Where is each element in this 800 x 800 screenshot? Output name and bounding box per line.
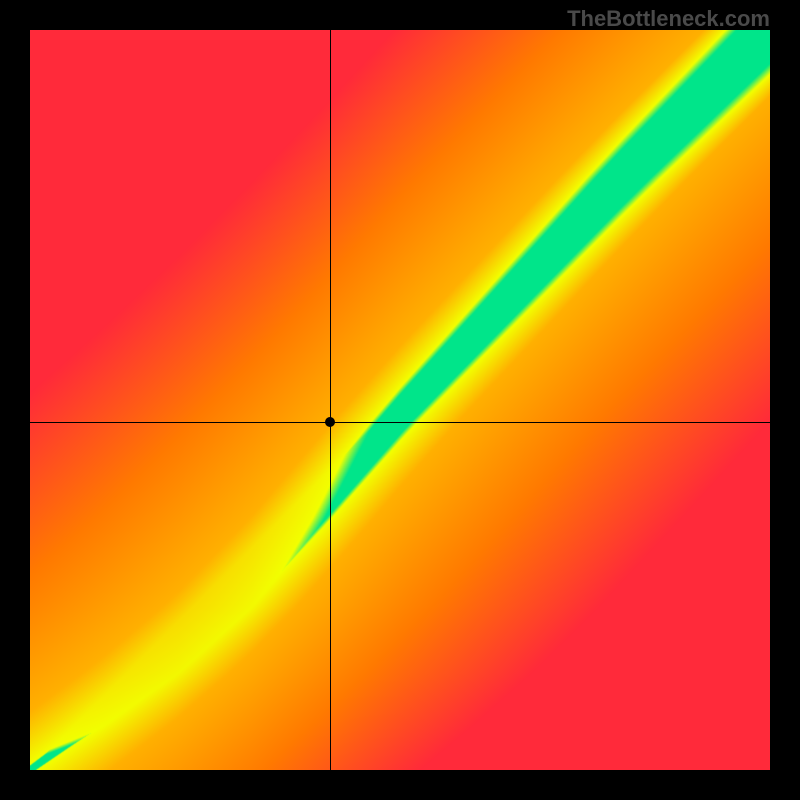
- heatmap-plot: [30, 30, 770, 770]
- watermark-text: TheBottleneck.com: [567, 6, 770, 32]
- crosshair-horizontal: [30, 422, 770, 423]
- crosshair-vertical: [330, 30, 331, 770]
- data-point-marker: [325, 417, 335, 427]
- heatmap-canvas: [30, 30, 770, 770]
